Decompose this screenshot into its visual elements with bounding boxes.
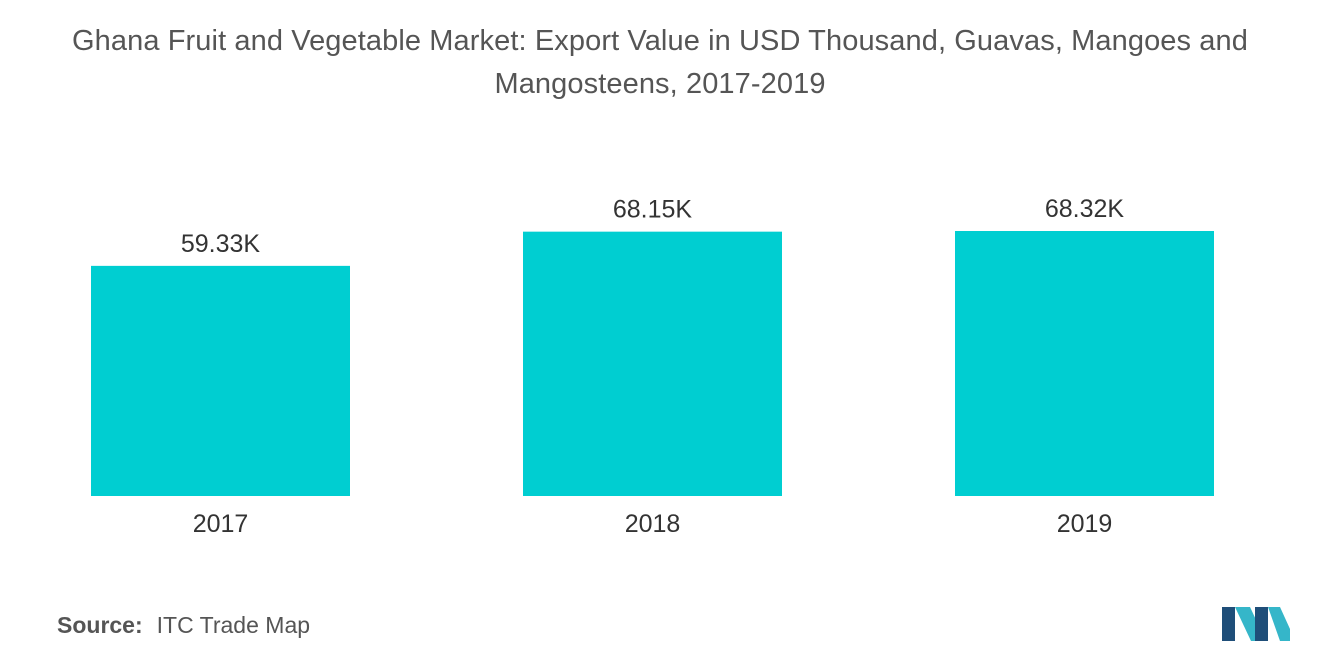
- chart-title-line-1: Ghana Fruit and Vegetable Market: Export…: [72, 25, 1248, 57]
- mordor-intelligence-logo-icon: [1222, 607, 1290, 641]
- data-labels-group: 59.33K 68.15K 68.32K: [181, 195, 1125, 258]
- source-note: Source: ITC Trade Map: [57, 612, 310, 639]
- source-text: ITC Trade Map: [156, 612, 311, 638]
- data-label-2018: 68.15K: [613, 196, 693, 224]
- bar-2017: [91, 265, 350, 496]
- bar-2019: [955, 231, 1214, 496]
- x-tick-label-2018: 2018: [625, 510, 681, 538]
- x-tick-label-2019: 2019: [1057, 510, 1113, 538]
- x-tick-label-2017: 2017: [193, 510, 249, 538]
- chart-title: Ghana Fruit and Vegetable Market: Export…: [0, 20, 1320, 106]
- x-axis-ticks-group: 2017 2018 2019: [193, 510, 1113, 538]
- chart-title-line-2: Mangosteens, 2017-2019: [494, 68, 826, 100]
- bar-2018: [523, 231, 782, 496]
- data-label-2017: 59.33K: [181, 230, 261, 258]
- data-label-2019: 68.32K: [1045, 195, 1125, 223]
- bars-group: [91, 231, 1214, 496]
- source-label: Source:: [57, 612, 143, 638]
